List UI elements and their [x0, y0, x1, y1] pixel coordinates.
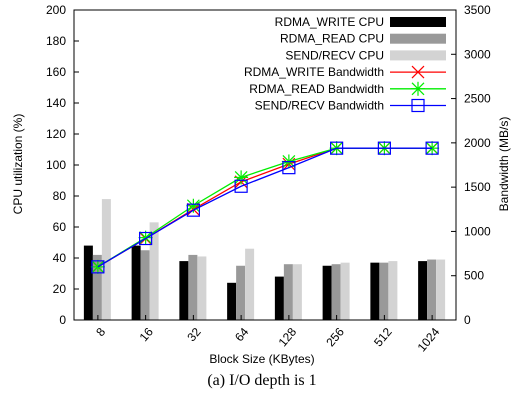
x-axis-label: Block Size (KBytes): [209, 352, 314, 366]
legend: RDMA_WRITE CPU RDMA_READ CPU SEND/RECV CPU…: [244, 15, 446, 113]
x-tick-label: 32: [184, 325, 204, 344]
y2-tick-label: 3500: [464, 3, 491, 17]
line-marker: [234, 179, 248, 193]
bar: [418, 261, 428, 320]
legend-swatch: [390, 17, 446, 27]
legend-swatch: [390, 33, 446, 44]
line-marker: [282, 161, 296, 175]
bar: [101, 199, 111, 320]
bar: [379, 262, 389, 320]
y-tick-label: 20: [53, 282, 67, 296]
x-tick-label: 64: [232, 325, 252, 344]
line-marker: [411, 98, 425, 113]
y-tick-label: 160: [46, 65, 66, 79]
bar: [227, 282, 237, 320]
bar: [340, 262, 350, 320]
y-tick-label: 200: [46, 3, 66, 17]
x-tick-label: 1024: [415, 325, 443, 355]
bar: [149, 222, 159, 320]
x-tick-label: 128: [276, 325, 300, 350]
bar: [370, 262, 380, 320]
bar: [274, 276, 284, 320]
y-tick-label: 140: [46, 96, 66, 110]
bars-layer: [83, 199, 446, 320]
bar: [245, 248, 255, 320]
line-marker: [330, 141, 344, 155]
y2-tick-label: 1000: [464, 224, 491, 238]
legend-label: RDMA_READ CPU: [280, 32, 384, 46]
y-axis-label: CPU utilization (%): [11, 114, 25, 215]
x-tick-label: 512: [371, 325, 395, 350]
bar: [197, 256, 207, 320]
bar: [283, 264, 293, 320]
line-marker: [139, 231, 153, 246]
y2-tick-label: 3000: [464, 47, 491, 61]
line-marker: [411, 65, 425, 79]
line-marker: [425, 141, 439, 155]
legend-label: SEND/RECV CPU: [285, 48, 384, 62]
bar: [388, 261, 398, 320]
legend-label: RDMA_WRITE Bandwidth: [244, 65, 384, 79]
x-tick-label: 256: [323, 325, 347, 350]
y-tick-label: 100: [46, 158, 66, 172]
line-marker: [377, 141, 391, 155]
x-tick-label: 8: [93, 325, 108, 339]
y-tick-label: 120: [46, 127, 66, 141]
y-tick-label: 80: [53, 189, 67, 203]
x-tick-label: 16: [137, 325, 157, 344]
y2-tick-label: 2000: [464, 136, 491, 150]
legend-swatch: [390, 50, 446, 61]
legend-label: RDMA_READ Bandwidth: [249, 82, 384, 96]
y2-tick-label: 500: [464, 269, 484, 283]
bar: [331, 264, 341, 320]
y2-axis-label: Bandwidth (MB/s): [497, 117, 511, 212]
y2-tick-label: 1500: [464, 180, 491, 194]
y-tick-label: 60: [53, 220, 67, 234]
y-tick-label: 40: [53, 251, 67, 265]
bar: [140, 250, 150, 320]
bar: [322, 265, 332, 320]
line-marker: [91, 260, 105, 274]
bar: [188, 254, 198, 320]
y2-tick-label: 2500: [464, 92, 491, 106]
series-line: [97, 147, 433, 268]
series-line: [97, 147, 433, 268]
legend-label: RDMA_WRITE CPU: [275, 15, 384, 29]
series-line: [97, 147, 433, 268]
bar: [131, 245, 141, 320]
y2-tick-label: 0: [464, 313, 471, 327]
legend-label: SEND/RECV Bandwidth: [255, 99, 384, 113]
bar: [292, 264, 302, 320]
lines-layer: [90, 141, 440, 274]
bar: [179, 261, 189, 320]
y-tick-label: 0: [59, 313, 66, 327]
line-marker: [186, 203, 200, 217]
bar: [92, 254, 102, 320]
bar: [427, 259, 437, 320]
bar: [83, 245, 93, 320]
bar: [436, 259, 446, 320]
y-tick-label: 180: [46, 34, 66, 48]
chart-caption: (a) I/O depth is 1: [207, 372, 316, 389]
bar: [236, 265, 246, 320]
